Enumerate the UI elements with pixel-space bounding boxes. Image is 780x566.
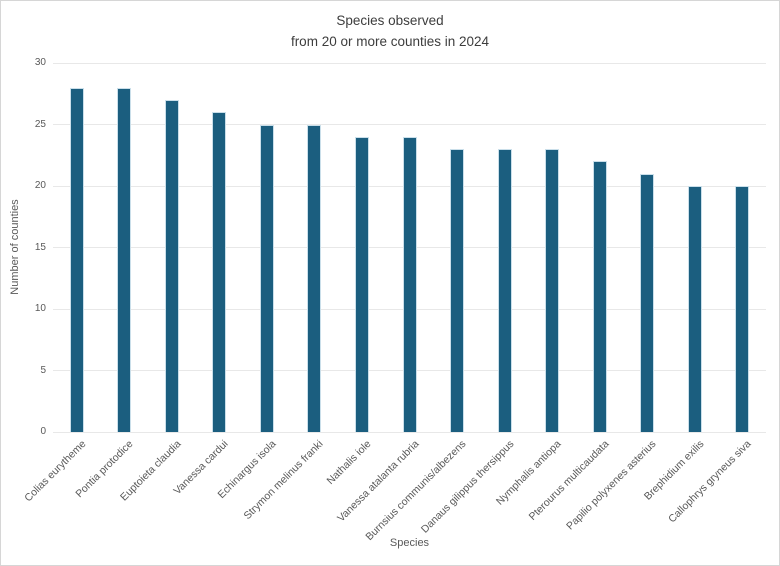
y-tick-label: 5 [40, 364, 46, 376]
gridline [53, 62, 766, 64]
bar [497, 149, 512, 432]
y-tick-label: 25 [34, 118, 46, 130]
bar [354, 136, 369, 432]
y-tick-label: 15 [34, 241, 46, 253]
bar [735, 186, 750, 432]
y-tick-label: 20 [34, 180, 46, 191]
gridline [53, 124, 766, 125]
bar [259, 124, 274, 432]
bar [307, 124, 322, 432]
x-axis-title: Species [389, 537, 430, 549]
bar [212, 112, 227, 432]
gridline [53, 431, 766, 433]
bar [640, 173, 655, 432]
bar [164, 99, 179, 432]
y-tick-label: 30 [34, 57, 46, 68]
bar [69, 87, 84, 432]
bar [687, 186, 702, 432]
bar [117, 87, 132, 432]
chart-title-line2: from 20 or more counties in 2024 [290, 34, 490, 49]
bar [450, 149, 465, 432]
chart-title-line1: Species observed [336, 13, 444, 28]
bar [592, 161, 607, 432]
bar [545, 149, 560, 432]
plot-area [53, 62, 766, 433]
bar [402, 136, 417, 432]
y-tick-label: 0 [40, 426, 46, 437]
chart-title: Species observed from 20 or more countie… [1, 10, 779, 52]
y-tick-label: 10 [34, 303, 46, 314]
